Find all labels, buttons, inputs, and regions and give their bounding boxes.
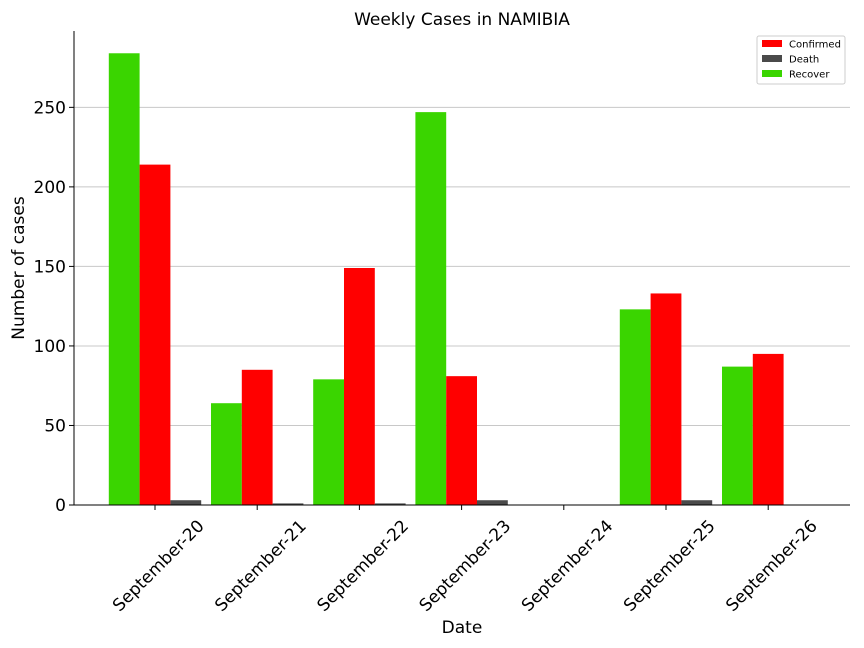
bars [108, 53, 784, 506]
bar-death-september-22 [374, 503, 406, 505]
bar-death-september-25 [681, 500, 713, 505]
x-tick-label: September-24 [518, 516, 617, 615]
bar-confirmed-september-26 [752, 353, 784, 505]
bar-death-september-23 [477, 500, 508, 505]
x-tick-label: September-22 [313, 516, 412, 615]
x-tick-label: September-21 [211, 516, 310, 615]
bar-confirmed-september-25 [650, 293, 682, 505]
bar-death-september-20 [170, 500, 202, 505]
y-tick-label: 250 [34, 98, 66, 118]
x-tick-label: September-25 [620, 516, 719, 615]
legend-swatch-recover [762, 70, 782, 77]
chart-title: Weekly Cases in NAMIBIA [354, 10, 570, 30]
x-tick-label: September-23 [416, 516, 515, 615]
y-tick-label: 0 [55, 496, 66, 516]
legend-swatch-death [762, 55, 782, 62]
x-tick-label: September-20 [109, 516, 208, 615]
bar-recover-september-22 [313, 379, 344, 505]
bar-recover-september-20 [108, 53, 140, 505]
y-tick-label: 100 [34, 337, 66, 357]
y-tick-label: 50 [44, 416, 66, 436]
bar-recover-september-25 [619, 309, 651, 505]
legend: Confirmed Death Recover [756, 35, 846, 85]
x-axis-label: Date [442, 618, 483, 638]
legend-label-confirmed: Confirmed [789, 40, 841, 51]
grid-lines [74, 106, 850, 426]
bar-recover-september-23 [415, 112, 447, 506]
bar-confirmed-september-22 [344, 268, 375, 505]
y-axis-label: Number of cases [9, 196, 29, 340]
bar-confirmed-september-21 [241, 369, 273, 505]
legend-label-death: Death [789, 55, 819, 66]
legend-label-recover: Recover [789, 70, 830, 81]
x-ticks: September-20 September-21 September-22 Sept… [109, 505, 822, 616]
bar-confirmed-september-23 [446, 376, 477, 505]
x-tick-label: September-26 [722, 516, 821, 615]
y-tick-label: 200 [34, 178, 66, 198]
bar-confirmed-september-20 [139, 164, 171, 506]
bar-recover-september-21 [211, 403, 242, 505]
y-tick-label: 150 [34, 257, 66, 277]
legend-swatch-confirmed [762, 40, 782, 47]
bar-recover-september-26 [722, 366, 753, 505]
y-ticks: 0 50 100 150 200 250 [34, 98, 74, 516]
bar-death-september-21 [272, 503, 304, 505]
